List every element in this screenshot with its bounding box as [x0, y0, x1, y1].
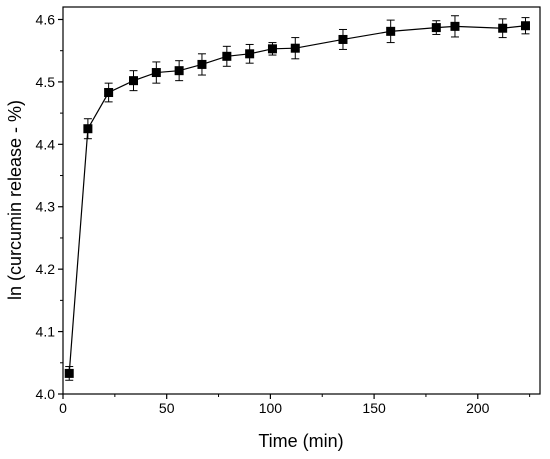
x-tick-label: 200: [466, 400, 490, 416]
y-tick-label: 4.4: [36, 136, 56, 152]
data-point: [222, 51, 232, 61]
tick-labels: 0 50 100 150 200 4.0 4.1 4.2 4.3 4.4 4.5 4.6: [36, 11, 490, 416]
data-point: [431, 23, 441, 33]
axis-ticks: [58, 18, 531, 399]
plot-frame: [62, 6, 541, 395]
y-tick-label: 4.3: [36, 199, 56, 215]
data-point: [386, 26, 396, 36]
data-point: [104, 88, 114, 98]
x-tick-label: 150: [362, 400, 386, 416]
error-bars: [65, 15, 530, 381]
data-markers: [64, 21, 530, 378]
data-point: [129, 76, 139, 86]
data-point: [64, 368, 74, 378]
data-point: [498, 23, 508, 33]
y-tick-label: 4.5: [36, 74, 56, 90]
y-tick-label: 4.0: [36, 386, 56, 402]
data-point: [338, 34, 348, 44]
data-point: [520, 21, 530, 31]
x-axis-title: Time (min): [258, 431, 343, 451]
y-tick-label: 4.2: [36, 261, 56, 277]
data-point: [290, 43, 300, 53]
data-point: [267, 44, 277, 54]
data-point: [245, 49, 255, 59]
y-tick-label: 4.6: [36, 11, 56, 27]
x-tick-label: 50: [159, 400, 175, 416]
x-tick-label: 100: [259, 400, 283, 416]
data-point: [83, 124, 93, 134]
x-tick-label: 0: [59, 400, 67, 416]
y-tick-label: 4.1: [36, 324, 56, 340]
data-point: [197, 59, 207, 69]
data-point: [151, 68, 161, 78]
data-point: [450, 21, 460, 31]
data-point: [174, 66, 184, 76]
y-axis-title: ln (curcumin release - %): [5, 100, 25, 300]
